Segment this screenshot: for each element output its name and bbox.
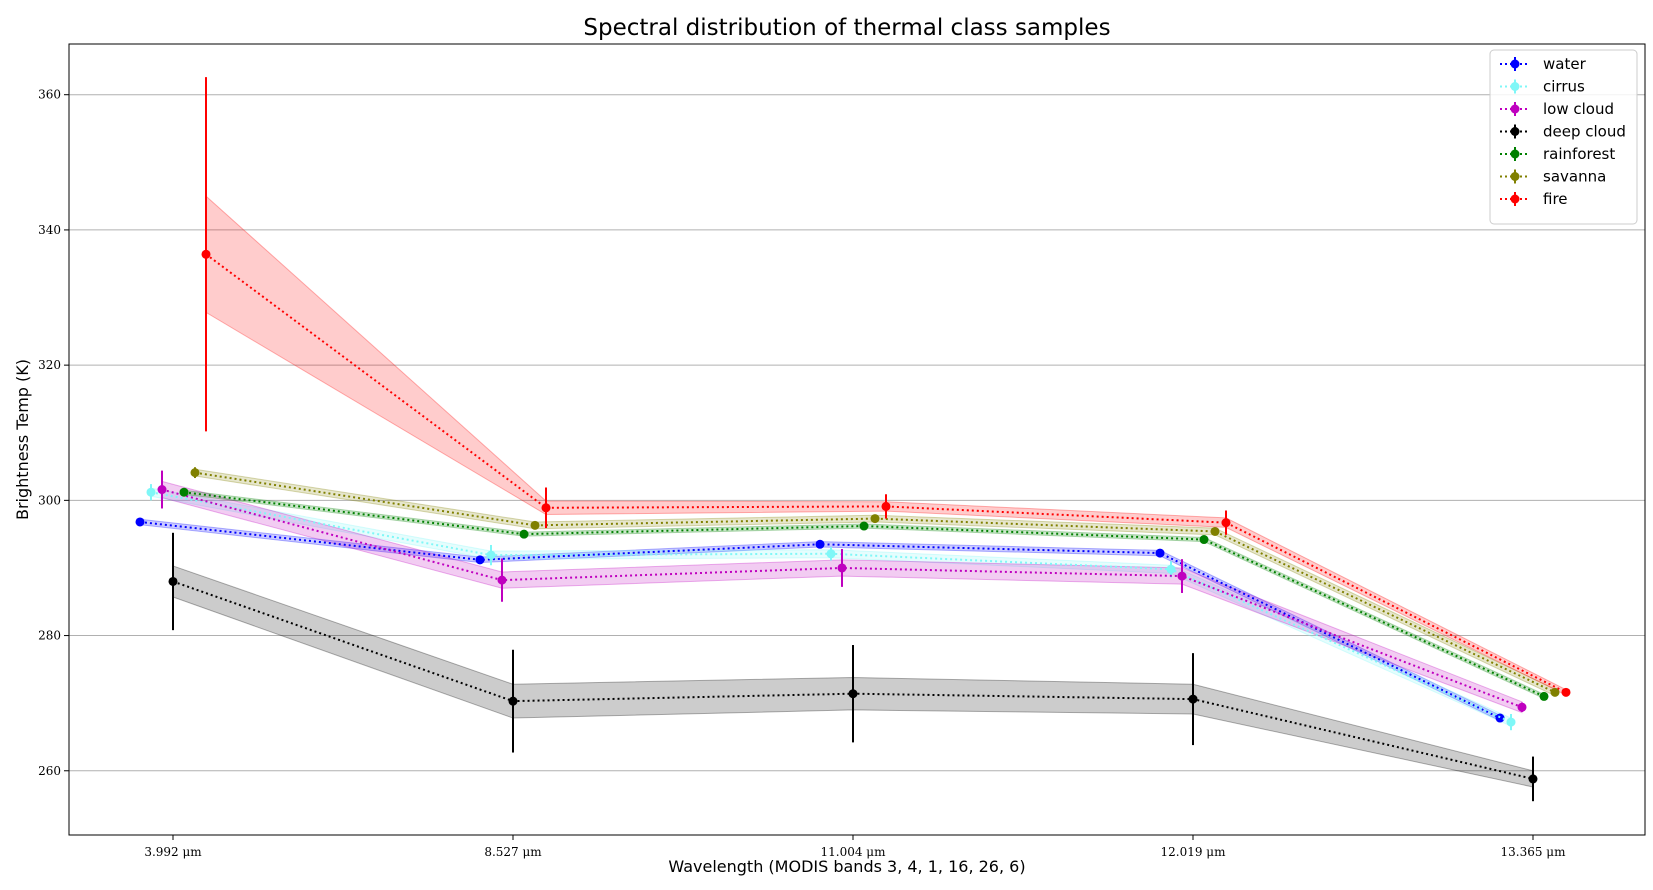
legend-marker [1510,127,1520,136]
y-tick-label: 300 [38,493,61,507]
x-tick-label: 12.019 μm [1161,845,1227,859]
legend-entry-fire: fire [1500,190,1568,208]
band-fire [205,194,1567,696]
data-point [486,550,496,560]
legend-marker [1510,104,1520,114]
legend-label: deep cloud [1543,123,1626,141]
data-point [135,517,145,527]
data-point [881,501,891,511]
data-point [1550,687,1560,697]
data-point [815,539,825,549]
data-point [1495,713,1505,723]
series-line-fire [205,253,1567,694]
y-axis-label: Brightness Temp (K) [13,359,32,520]
y-tick-label: 360 [38,88,61,102]
series-deep-cloud [168,532,1538,802]
data-point [1528,774,1538,784]
legend-label: low cloud [1543,100,1614,118]
legend-entry-deep-cloud: deep cloud [1500,123,1626,141]
data-point [179,487,189,497]
y-tick-label: 320 [38,358,61,372]
grid-lines [69,94,1645,772]
legend-marker [1510,59,1520,69]
y-tick-label: 260 [38,764,61,778]
legend: water cirrus low cloud deep cloud rainforest… [1489,49,1638,225]
data-point [1539,691,1549,701]
data-point [190,468,200,478]
legend-marker [1510,194,1520,204]
series-layer [135,77,1571,802]
y-tick-label: 280 [38,629,61,643]
data-point [1506,717,1516,727]
data-point [1199,535,1209,545]
legend-label: water [1543,55,1587,73]
series-rainforest [179,487,1549,701]
data-point [826,549,836,559]
series-cirrus [146,484,1516,731]
chart-title: Spectral distribution of thermal class s… [583,15,1110,41]
legend-marker [1510,149,1520,159]
data-point [1221,518,1231,528]
data-point [1210,526,1220,536]
data-point [157,485,167,495]
data-point [146,487,156,497]
legend-marker [1510,82,1520,91]
band-low-cloud [161,480,1523,714]
legend-label: rainforest [1543,145,1615,163]
x-tick-label: 3.992 μm [144,845,202,859]
y-axis-ticks: 260 280 300 320 340 360 [38,88,69,778]
legend-label: fire [1543,190,1568,208]
data-point [475,555,485,565]
series-low-cloud [157,470,1527,712]
data-point [1166,564,1176,574]
data-point [848,689,858,699]
data-point [1561,687,1571,697]
legend-entry-cirrus: cirrus [1500,78,1585,96]
data-point [859,521,869,531]
legend-entry-rainforest: rainforest [1500,145,1615,163]
data-point [541,503,551,513]
series-fire [201,77,1571,697]
x-tick-label: 8.527 μm [484,845,542,859]
x-axis-label: Wavelength (MODIS bands 3, 4, 1, 16, 26,… [668,857,1025,876]
legend-label: cirrus [1543,78,1585,96]
data-point [508,696,518,706]
series-water [135,517,1505,723]
data-point [1517,702,1527,712]
x-axis-ticks: 3.992 μm 8.527 μm 11.004 μm 12.019 μm 13.365… [144,835,1566,859]
legend-box [1489,49,1638,225]
data-point [530,520,540,530]
data-point [497,575,507,585]
plot-frame [68,43,1646,836]
data-point [168,576,178,586]
y-tick-label: 340 [38,223,61,237]
data-point [1155,548,1165,558]
x-tick-label: 13.365 μm [1501,845,1567,859]
data-point [870,514,880,524]
legend-entry-water: water [1500,55,1587,73]
legend-entry-low-cloud: low cloud [1500,100,1614,118]
data-point [201,249,211,259]
x-tick-label: 11.004 μm [821,845,887,859]
data-point [519,529,529,539]
data-point [1188,694,1198,704]
legend-entry-savanna: savanna [1500,168,1606,186]
series-savanna [190,467,1560,697]
legend-label: savanna [1543,168,1606,186]
legend-marker [1510,172,1520,181]
data-point [837,563,847,573]
data-point [1177,571,1187,581]
